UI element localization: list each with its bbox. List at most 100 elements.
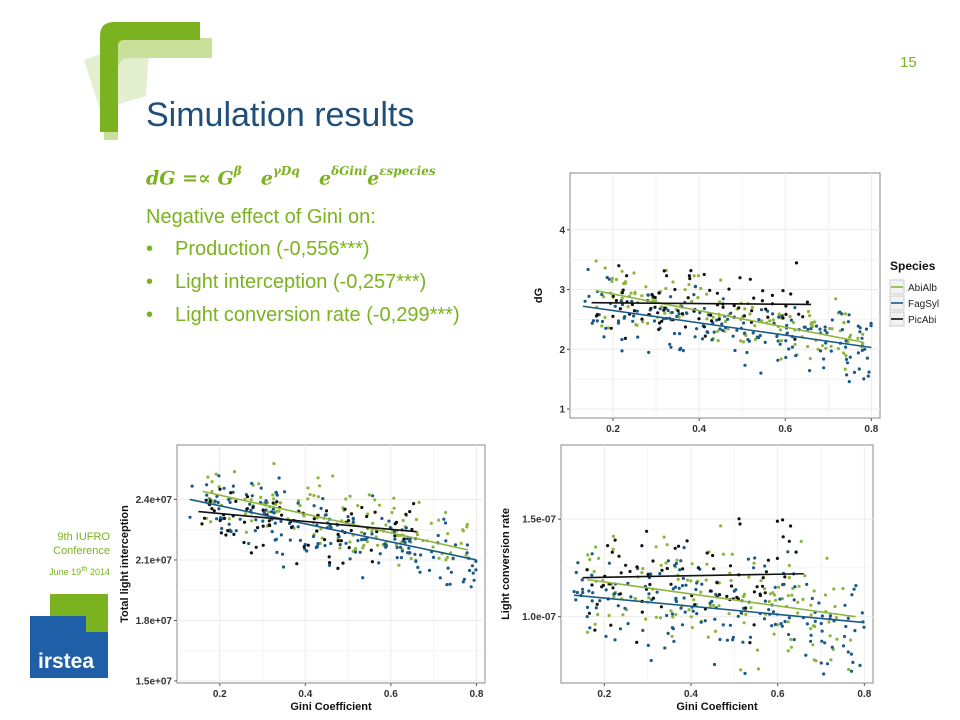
scatter-point	[776, 358, 780, 362]
scatter-point	[210, 480, 214, 484]
trend-line	[591, 301, 812, 306]
scatter-point	[321, 497, 325, 501]
scatter-point	[657, 291, 661, 295]
x-tick-label: 0.2	[597, 689, 611, 700]
scatter-point	[791, 321, 796, 325]
scatter-point	[772, 632, 776, 636]
scatter-point	[752, 561, 756, 565]
scatter-point	[745, 350, 749, 355]
scatter-point	[315, 544, 319, 548]
slide-title: Simulation results	[146, 96, 415, 134]
scatter-point	[835, 637, 839, 641]
scatter-point	[793, 337, 797, 341]
scatter-point	[250, 494, 254, 498]
deco-shape-green	[100, 22, 200, 132]
scatter-point	[339, 539, 343, 543]
scatter-point	[869, 324, 873, 328]
scatter-point	[825, 662, 830, 666]
scatter-point	[780, 624, 784, 628]
scatter-point	[405, 537, 409, 541]
scatter-point	[762, 587, 767, 591]
scatter-point	[759, 371, 763, 375]
scatter-point	[617, 554, 621, 558]
scatter-point	[371, 521, 375, 525]
scatter-point	[399, 556, 403, 560]
scatter-point	[766, 558, 770, 562]
scatter-point	[226, 529, 230, 533]
scatter-point	[306, 543, 310, 547]
scatter-point	[692, 274, 696, 278]
scatter-point	[828, 326, 832, 331]
scatter-point	[780, 597, 784, 601]
scatter-point	[766, 315, 770, 319]
scatter-point	[853, 629, 857, 633]
scatter-point	[772, 321, 776, 325]
scatter-point	[419, 553, 423, 557]
scatter-point	[778, 597, 782, 601]
bullet-item: • Light conversion rate (-0,299***)	[146, 304, 460, 337]
scatter-point	[681, 349, 685, 353]
scatter-point	[742, 621, 746, 625]
scatter-point	[786, 550, 790, 554]
scatter-point	[809, 613, 813, 617]
scatter-point	[461, 528, 465, 532]
scatter-point	[296, 525, 300, 529]
scatter-point	[393, 537, 397, 541]
scatter-point	[204, 498, 208, 502]
formula-exp2-power: δGini	[331, 164, 368, 178]
scatter-point	[611, 586, 615, 590]
scatter-point	[393, 534, 397, 538]
scatter-point	[242, 520, 247, 524]
scatter-point	[766, 309, 770, 313]
scatter-point	[277, 509, 281, 513]
scatter-point	[773, 585, 777, 589]
scatter-point	[662, 535, 666, 539]
scatter-point	[644, 617, 648, 621]
scatter-point	[748, 312, 752, 316]
scatter-point	[348, 494, 352, 498]
scatter-point	[244, 530, 248, 534]
scatter-point	[616, 604, 620, 608]
x-tick-label: 0.4	[692, 424, 706, 433]
trend-line	[582, 305, 872, 349]
scatter-point	[768, 319, 772, 323]
scatter-point	[743, 331, 747, 335]
scatter-point	[794, 261, 799, 265]
scatter-point	[264, 508, 268, 512]
scatter-point	[674, 561, 678, 566]
scatter-point	[210, 507, 214, 511]
scatter-point	[208, 499, 212, 504]
scatter-point	[664, 286, 668, 291]
scatter-point	[792, 638, 796, 642]
scatter-point	[665, 274, 669, 278]
scatter-point	[687, 608, 691, 612]
scatter-point	[809, 627, 813, 631]
scatter-point	[222, 516, 227, 520]
bullet-item: • Light interception (-0,257***)	[146, 271, 460, 304]
scatter-point	[841, 586, 845, 591]
scatter-point	[753, 324, 757, 328]
scatter-point	[677, 315, 681, 319]
scatter-point	[595, 313, 599, 317]
scatter-point	[371, 494, 375, 498]
scatter-point	[778, 342, 782, 346]
plot-panel	[176, 444, 486, 684]
formula-g: G	[217, 167, 234, 190]
scatter-point	[823, 593, 828, 597]
scatter-point	[261, 524, 265, 528]
scatter-point	[625, 274, 629, 278]
scatter-point	[595, 602, 599, 606]
scatter-point	[351, 516, 355, 520]
scatter-point	[808, 314, 812, 318]
scatter-point	[297, 499, 301, 503]
scatter-point	[462, 577, 466, 581]
scatter-point	[770, 293, 774, 297]
scatter-point	[370, 529, 374, 533]
scatter-point	[609, 623, 613, 627]
scatter-point	[212, 509, 216, 513]
scatter-point	[274, 490, 278, 494]
scatter-point	[274, 537, 278, 541]
scatter-point	[809, 633, 813, 637]
scatter-point	[678, 332, 682, 336]
scatter-point	[699, 286, 703, 291]
